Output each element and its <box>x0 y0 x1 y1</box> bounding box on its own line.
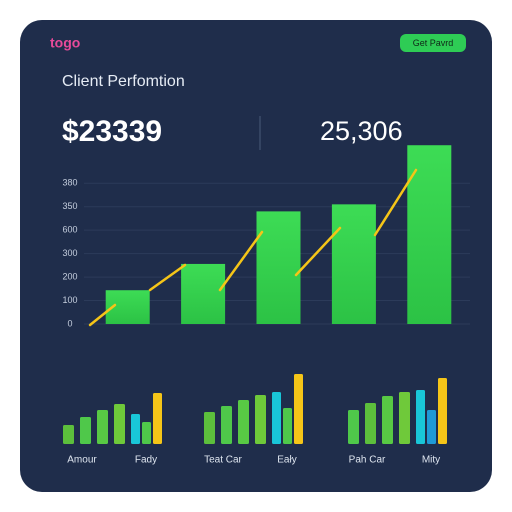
mini-bar <box>204 412 215 444</box>
mini-bar <box>427 410 436 444</box>
y-tick-label: 350 <box>62 201 77 211</box>
bar <box>181 263 226 324</box>
mini-bar <box>131 414 140 444</box>
mini-label: Teat Car <box>204 455 242 466</box>
mini-label: Mity <box>422 455 440 466</box>
mini-label: Eały <box>277 455 296 466</box>
logo: togo <box>50 35 80 51</box>
y-tick-label: 600 <box>62 225 77 235</box>
button-label[interactable]: Get Pavrd <box>413 38 454 48</box>
mini-bar <box>283 408 292 444</box>
y-tick-label: 380 <box>62 178 77 188</box>
title: Client Perfomtion <box>62 73 185 90</box>
mini-bar <box>142 422 151 444</box>
mini-bar <box>221 406 232 444</box>
mini-bar <box>382 396 393 444</box>
mini-bar <box>272 392 281 444</box>
mini-bar <box>416 390 425 444</box>
mini-label: Fady <box>135 455 157 466</box>
mini-bar <box>438 378 447 444</box>
mini-label: Amour <box>67 455 97 466</box>
bar <box>256 211 301 324</box>
kpi-value: 25,306 <box>320 116 403 146</box>
mini-bar <box>80 417 91 444</box>
mini-bar <box>63 425 74 444</box>
mini-label: Pah Car <box>349 455 386 466</box>
mini-bar <box>255 395 266 444</box>
mini-bar <box>238 400 249 444</box>
mini-bar <box>399 392 410 444</box>
card <box>20 20 492 492</box>
bar <box>407 145 452 324</box>
y-tick-label: 100 <box>62 295 77 305</box>
kpi-value: $23339 <box>62 115 162 148</box>
button[interactable] <box>400 34 466 52</box>
trend-strokes <box>88 168 418 327</box>
mini-bar <box>365 403 376 444</box>
y-tick-label: 300 <box>62 248 77 258</box>
y-tick-label: 200 <box>62 271 77 281</box>
mini-bar <box>114 404 125 444</box>
mini-bar <box>294 374 303 444</box>
y-tick-label: 0 <box>67 318 72 328</box>
mini-bar <box>153 393 162 444</box>
mini-bar <box>348 410 359 444</box>
mini-bar <box>97 410 108 444</box>
bar <box>331 204 376 324</box>
